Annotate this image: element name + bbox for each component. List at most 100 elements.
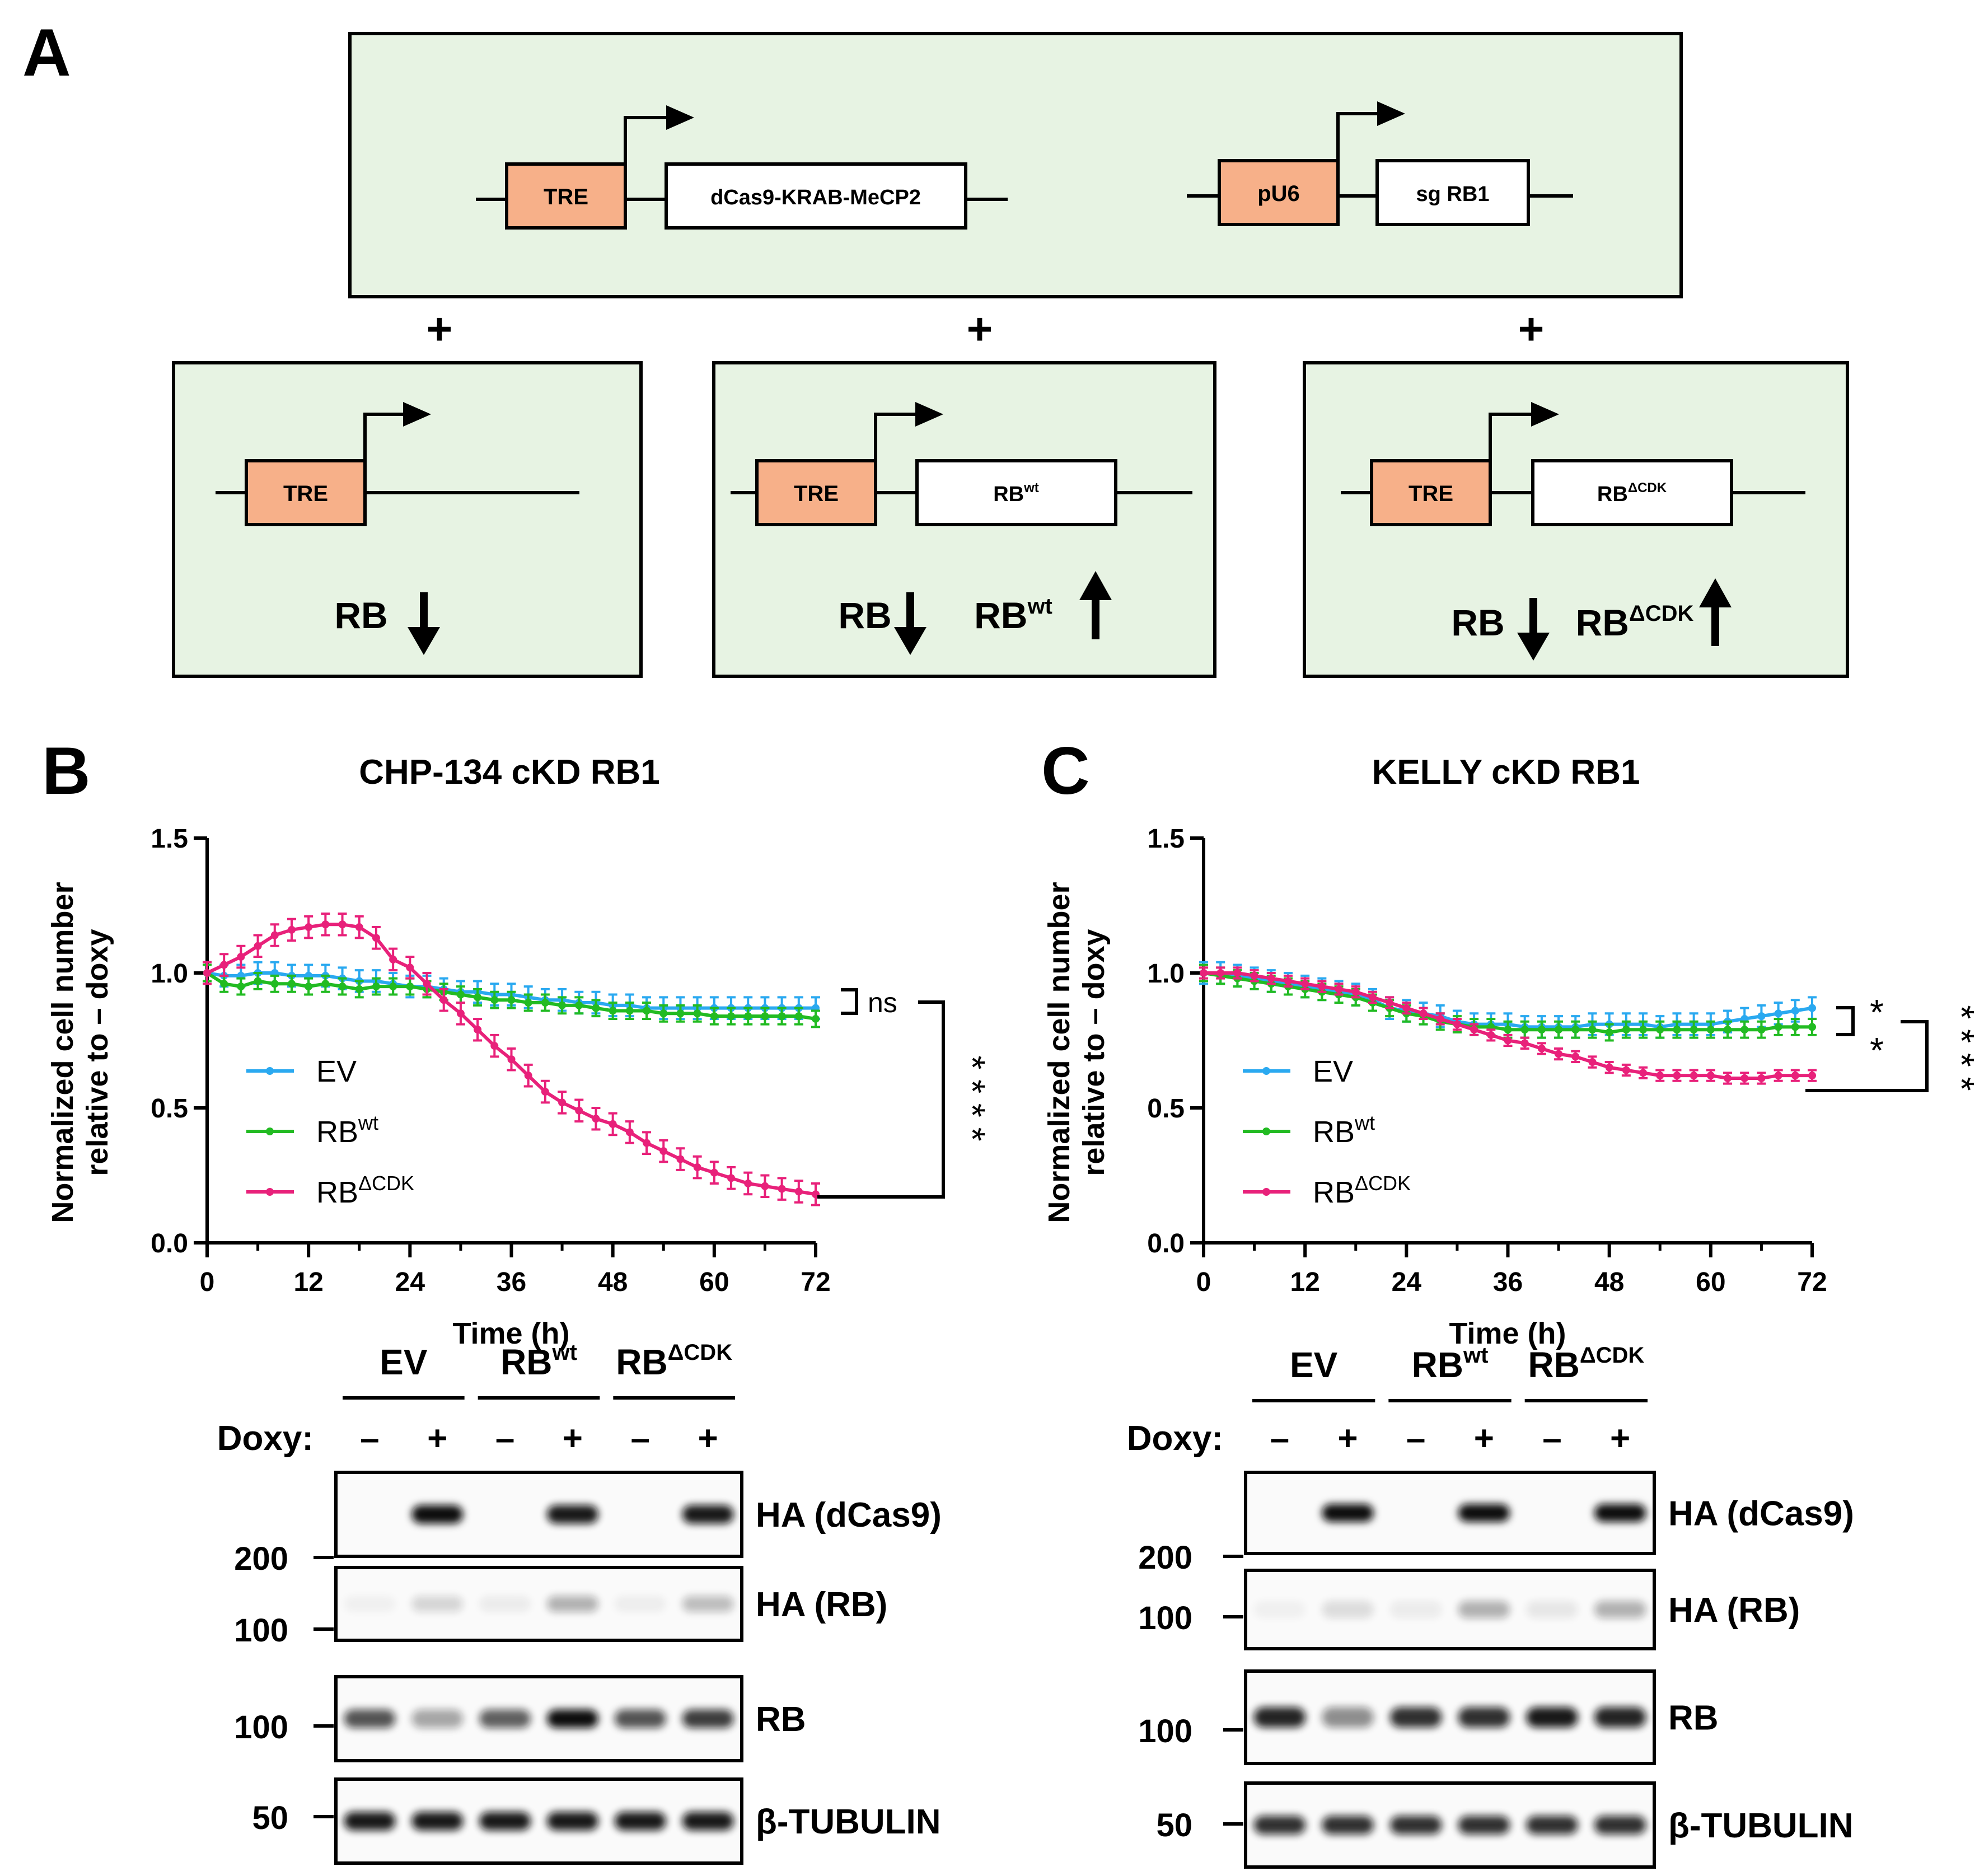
chart-c: C KELLY cKD RB1 Normalized cell number r… — [1041, 733, 1982, 1350]
data-point — [1402, 1004, 1411, 1012]
plus-sign-3: + — [1518, 304, 1545, 354]
sig-ns-label: ns — [868, 987, 897, 1018]
blot-band — [411, 1505, 464, 1524]
arrowhead-icon — [1531, 402, 1559, 427]
data-point — [693, 1163, 701, 1172]
pu6-label: pU6 — [1257, 181, 1300, 206]
svg-text:Normalized cell number: Normalized cell number — [1042, 882, 1076, 1223]
data-point — [1673, 1026, 1681, 1034]
blot-band — [547, 1505, 598, 1524]
rb-down-label: RB — [838, 595, 891, 636]
data-point — [490, 996, 499, 1004]
data-point — [456, 1009, 465, 1018]
mw-marker-label: 200 — [1138, 1540, 1192, 1576]
blot-band — [547, 1709, 598, 1728]
mw-marker-label: 100 — [234, 1612, 288, 1649]
blot-band — [1594, 1707, 1646, 1728]
y-tick-label: 1.5 — [151, 824, 188, 854]
data-point — [237, 953, 245, 961]
doxy-label: Doxy: — [1127, 1419, 1223, 1458]
data-point — [203, 969, 211, 977]
blot-band — [1389, 1707, 1442, 1728]
blot-row-label: HA (RB) — [1668, 1591, 1800, 1630]
blot-band — [614, 1596, 666, 1612]
sig-mid-label: * — [1870, 1030, 1884, 1070]
data-point — [1470, 1026, 1478, 1034]
blot-group-label: EV — [380, 1342, 428, 1382]
data-point — [1216, 969, 1225, 977]
data-point — [625, 1128, 634, 1136]
data-point — [423, 980, 431, 988]
data-point — [1622, 1026, 1630, 1034]
data-point — [659, 1147, 668, 1155]
data-point — [237, 983, 245, 991]
data-point — [1706, 1072, 1715, 1080]
blot-row-label: β-TUBULIN — [756, 1803, 941, 1841]
axes: 0.0 0.5 1.0 1.5 0 12 24 36 48 60 72 — [1147, 824, 1827, 1297]
svg-text:relative to – doxy: relative to – doxy — [81, 929, 114, 1176]
blot-row: β-TUBULIN 50 — [1156, 1781, 1854, 1869]
chart-b: B CHP-134 cKD RB1 Normalized cell number… — [42, 733, 993, 1350]
data-point — [1639, 1069, 1648, 1077]
blot-panel — [334, 1566, 743, 1642]
rbwt-gene-box — [915, 459, 1117, 526]
blot-group-label: RBwt — [1412, 1343, 1489, 1385]
data-point — [355, 985, 363, 993]
rb-down-label: RB — [1451, 602, 1504, 643]
blot-band — [1253, 1601, 1306, 1618]
x-tick-label: 72 — [1797, 1267, 1827, 1297]
data-point — [1706, 1026, 1715, 1034]
arrowhead-icon — [915, 402, 943, 427]
blot-row: HA (RB) 100 — [234, 1566, 887, 1649]
blot-row: RB 100 — [1138, 1669, 1719, 1765]
mw-marker-label: 100 — [1138, 1713, 1192, 1749]
blot-row: HA (dCas9) 200 — [234, 1471, 942, 1577]
data-point — [558, 1098, 567, 1107]
doxy-sign: + — [427, 1419, 447, 1458]
blot-band — [614, 1812, 666, 1831]
blot-band — [1253, 1816, 1306, 1835]
data-point — [794, 1012, 803, 1021]
data-point — [1622, 1066, 1630, 1074]
x-tick-label: 12 — [293, 1267, 323, 1297]
data-point — [355, 923, 363, 932]
promoter-arrow-icon — [1489, 413, 1534, 461]
blot-panel — [334, 1675, 743, 1762]
series-2 — [203, 912, 820, 1206]
x-axis-title: Time (h) — [1449, 1317, 1566, 1350]
y-tick-label: 0.5 — [151, 1094, 188, 1124]
blot-band — [411, 1596, 464, 1612]
data-point — [778, 1012, 786, 1021]
tre-promoter-box — [505, 162, 627, 230]
significance-brackets: * * * * * * — [1805, 992, 1982, 1092]
series-layer — [203, 912, 820, 1206]
data-point — [744, 1012, 752, 1021]
data-point — [1690, 1072, 1698, 1080]
dcas9-gene-box — [665, 162, 967, 230]
rbwt-construct-box: TRE RBwt RB RBwt — [712, 361, 1216, 678]
tre-label: TRE — [1409, 481, 1453, 506]
data-point — [1588, 1026, 1597, 1034]
up-arrow-icon — [1079, 571, 1112, 639]
data-point — [1639, 1026, 1648, 1034]
sig-stars-label: * * * * — [1941, 1005, 1982, 1091]
data-point — [592, 1004, 600, 1012]
data-point — [676, 1155, 685, 1163]
legend-label-rbdcdk: RBΔCDK — [316, 1172, 414, 1209]
data-point — [1690, 1026, 1698, 1034]
data-point — [1605, 1028, 1613, 1037]
x-tick-label: 48 — [598, 1267, 628, 1297]
data-point — [1774, 1023, 1782, 1031]
rbwt-gene-label: RBwt — [993, 480, 1039, 506]
y-axis-title: Normalized cell number relative to – dox… — [1042, 882, 1111, 1223]
legend: EV RBwt RBΔCDK — [246, 1055, 414, 1209]
data-point — [372, 934, 380, 942]
tre-promoter-box — [1370, 459, 1492, 526]
data-point — [1656, 1026, 1664, 1034]
data-point — [1774, 1009, 1782, 1018]
data-point — [1504, 1026, 1512, 1034]
y-tick-label: 0.0 — [1147, 1229, 1185, 1259]
mw-marker-label: 50 — [252, 1800, 288, 1836]
blot-band — [1458, 1707, 1510, 1728]
